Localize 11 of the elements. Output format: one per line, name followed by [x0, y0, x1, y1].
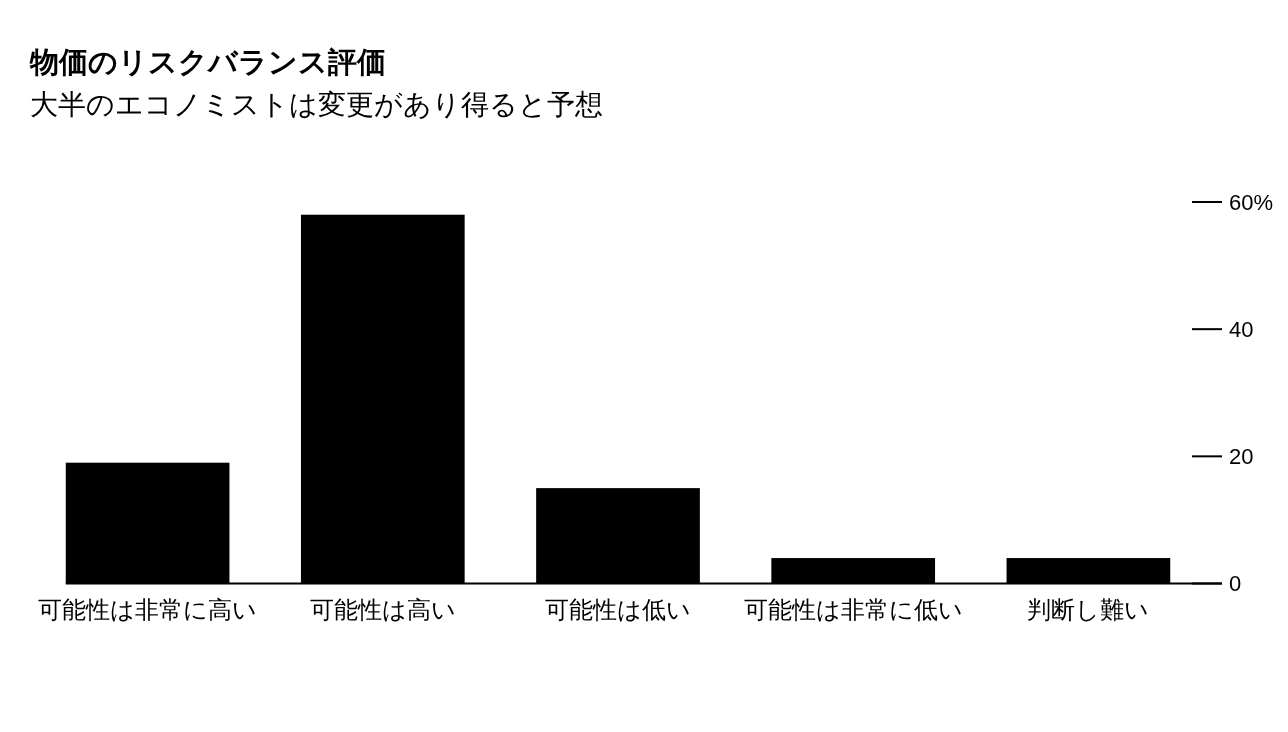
x-tick-label: 可能性は低い	[545, 596, 691, 623]
y-tick-label: 0	[1229, 571, 1242, 596]
x-tick-label: 可能性は非常に高い	[38, 596, 258, 623]
y-tick-label: 60%	[1229, 189, 1274, 215]
x-tick-label: 可能性は高い	[309, 596, 456, 623]
y-tick-label: 40	[1229, 316, 1254, 342]
y-tick-label: 20	[1229, 443, 1254, 469]
x-tick-label: 判断し難い	[1027, 596, 1150, 623]
subtitle: 大半のエコノミストは変更があり得ると予想	[30, 89, 603, 120]
title: 物価のリスクバランス評価	[30, 46, 386, 78]
x-tick-label: 可能性は非常に低い	[743, 596, 963, 623]
